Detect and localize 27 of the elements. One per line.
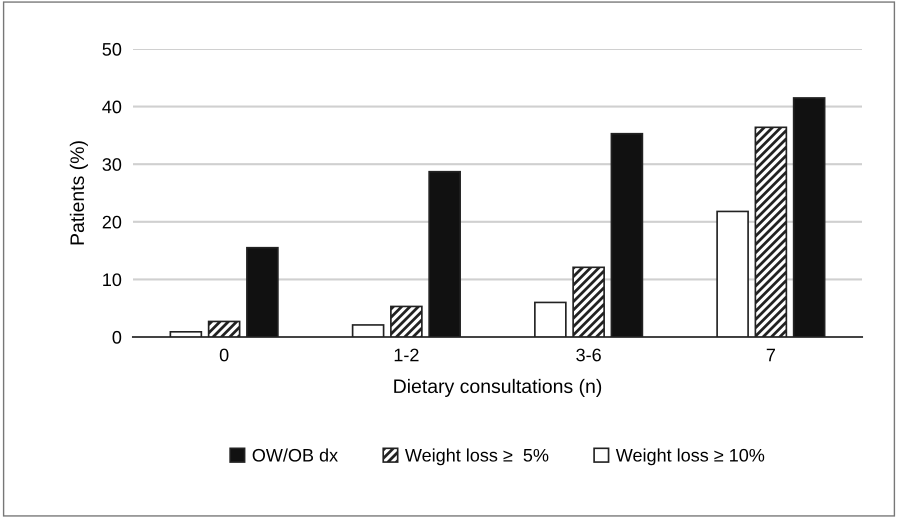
y-tick-label: 40 [102,100,122,114]
bar [246,246,279,337]
legend-label: Weight loss ≥ 5% [404,448,548,466]
y-tick-label: 50 [102,42,122,56]
bar [428,170,461,337]
x-tick-label: 3-6 [576,348,601,362]
x-tick-label: 7 [766,348,775,362]
x-tick-label: 0 [220,348,228,362]
y-tick-label: 10 [103,273,122,286]
legend-label: OW/OB dx [252,448,338,462]
bar [754,126,788,337]
y-axis-title: Patients (%) [70,141,88,244]
y-tick-label: 30 [102,158,122,171]
y-tick-label: 20 [102,216,122,229]
bar [534,302,567,337]
x-axis-title: Dietary consultations (n) [394,378,602,397]
bar [610,132,644,337]
bar [208,320,240,337]
bar [352,324,384,337]
legend-label: Weight loss ≥ 10% [616,448,764,466]
bar [170,330,202,337]
x-tick-label: 1-2 [394,348,419,362]
bar [390,306,423,337]
bar [792,97,826,337]
y-tick-label: 0 [112,330,122,344]
bar [572,266,605,337]
bar [716,210,749,337]
